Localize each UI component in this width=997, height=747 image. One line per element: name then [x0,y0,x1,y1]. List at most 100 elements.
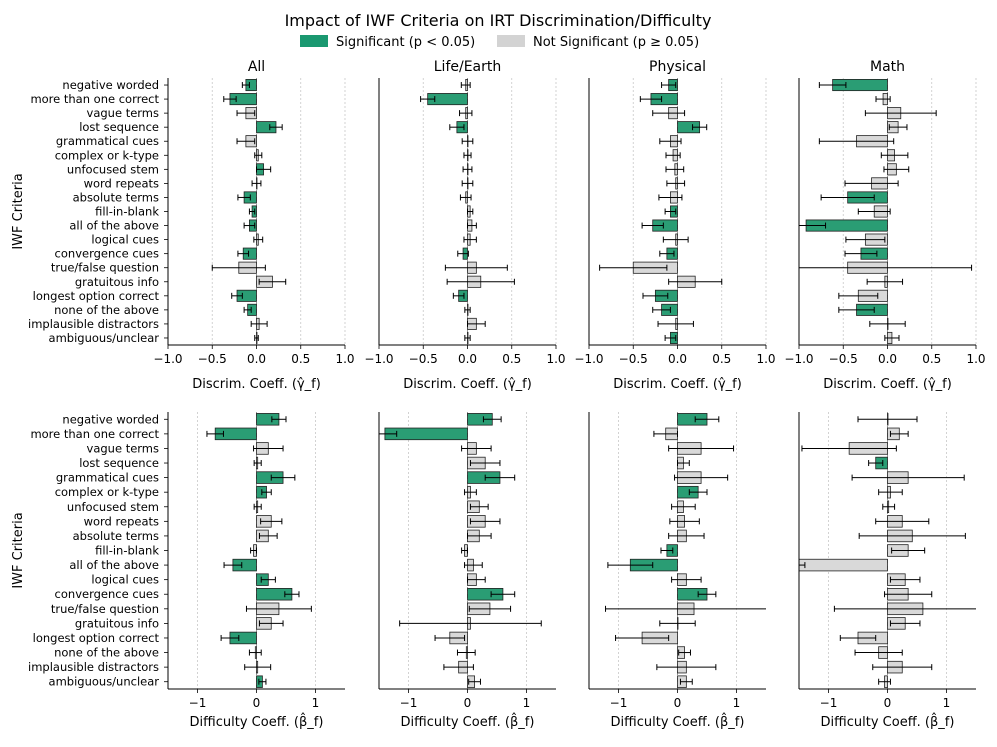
category-label: complex or k-type [55,148,159,162]
category-label: lost sequence [79,120,159,134]
x-tick-label: 1 [312,696,320,710]
category-label: unfocused stem [67,500,159,514]
panel-title: Physical [649,59,706,75]
bars-group [605,413,766,688]
legend-label-not-significant: Not Significant (p ≥ 0.05) [533,35,699,50]
category-label: gratuitous info [75,275,159,289]
x-tick-label: −1.0 [784,352,813,366]
category-label: lost sequence [79,456,159,470]
x-tick-label: 1 [523,696,531,710]
x-tick-label: −1 [400,696,418,710]
x-tick-label: −0.5 [198,352,227,366]
panel-1-2: −1 0 1 Difficulty Coeff. (β̂_f) [588,412,766,730]
category-label: logical cues [91,573,159,587]
x-axis-label: Difficulty Coeff. (β̂_f) [821,713,955,730]
category-label: more than one correct [30,427,159,441]
x-tick-label: 1.0 [546,352,565,366]
category-label: negative worded [62,78,159,92]
category-label: true/false question [51,261,159,275]
x-tick-label: 0.0 [878,352,897,366]
category-label: word repeats [84,514,159,528]
x-tick-label: 0 [464,696,472,710]
x-tick-label: −1.0 [364,352,393,366]
x-tick-label: −1 [820,696,838,710]
x-axis-label: Discrim. Coeff. (γ̂_f) [613,377,742,392]
category-label: convergence cues [55,587,159,601]
x-tick-label: 0 [884,696,892,710]
category-label: grammatical cues [56,471,159,485]
category-label: absolute terms [73,529,159,543]
panel-title: Life/Earth [434,59,502,75]
bars-group [799,79,973,344]
x-tick-label: −1.0 [153,352,182,366]
x-tick-label: 0.0 [458,352,477,366]
category-label: ambiguous/unclear [49,675,160,689]
bar [799,558,888,572]
x-tick-label: −0.5 [829,352,858,366]
legend-swatch-significant [300,35,328,47]
x-tick-label: −1.0 [574,352,603,366]
category-label: ambiguous/unclear [49,331,160,345]
panel-1-3: −1 0 1 Difficulty Coeff. (β̂_f) [798,412,976,730]
category-label: none of the above [54,646,159,660]
x-tick-label: 1.0 [335,352,354,366]
y-axis-label: IWF Criteria [11,512,26,588]
panel-0-0: −1.0 −0.5 0.0 0.5 1.0 Discrim. Coeff. (γ̂_f) A… [153,59,354,392]
x-axis-label: Discrim. Coeff. (γ̂_f) [823,377,952,392]
category-label: all of the above [69,558,159,572]
x-axis-label: Difficulty Coeff. (β̂_f) [611,713,745,730]
category-label: all of the above [69,219,159,233]
x-tick-label: −1 [610,696,628,710]
y-axis-label: IWF Criteria [11,173,26,249]
panel-title: All [248,59,265,75]
x-tick-label: 0.5 [712,352,731,366]
category-label: fill-in-blank [95,544,159,558]
category-label: grammatical cues [56,134,159,148]
x-tick-label: 1.0 [966,352,985,366]
panel-title: Math [870,59,905,75]
x-tick-label: 0 [674,696,682,710]
category-label: gratuitous info [75,616,159,630]
category-label: vague terms [87,441,159,455]
x-axis-label: Discrim. Coeff. (γ̂_f) [192,377,321,392]
x-tick-label: 0 [253,696,261,710]
category-label: complex or k-type [55,485,159,499]
category-label: convergence cues [55,247,159,261]
x-tick-label: 0.0 [247,352,266,366]
category-label: true/false question [51,602,159,616]
x-tick-label: 0.0 [668,352,687,366]
category-label: vague terms [87,106,159,120]
category-label: logical cues [91,233,159,247]
x-tick-label: −0.5 [619,352,648,366]
category-label: fill-in-blank [95,205,159,219]
x-tick-label: 0.5 [502,352,521,366]
panel-1-1: −1 0 1 Difficulty Coeff. (β̂_f) [378,412,556,730]
x-tick-label: 1 [943,696,951,710]
legend-label-significant: Significant (p < 0.05) [336,35,475,50]
panel-0-3: −1.0 −0.5 0.0 0.5 1.0 Discrim. Coeff. (γ̂_f) M… [784,59,985,392]
bar [384,427,468,441]
bars-group [799,413,976,688]
category-label: negative worded [62,412,159,426]
category-label: implausible distractors [28,317,159,331]
bars-group [211,79,287,344]
x-tick-label: 0.5 [922,352,941,366]
category-label: more than one correct [30,92,159,106]
panel-1-0: −1 0 1 Difficulty Coeff. (β̂_f) [167,412,345,730]
x-tick-label: 1.0 [756,352,775,366]
figure-title: Impact of IWF Criteria on IRT Discrimina… [285,11,712,30]
category-label: implausible distractors [28,660,159,674]
panel-0-2: −1.0 −0.5 0.0 0.5 1.0 Discrim. Coeff. (γ̂_f) P… [574,59,775,392]
panel-0-1: −1.0 −0.5 0.0 0.5 1.0 Discrim. Coeff. (γ̂_f) L… [364,59,565,392]
x-axis-label: Difficulty Coeff. (β̂_f) [190,713,324,730]
category-label: none of the above [54,303,159,317]
category-label: longest option correct [33,289,160,303]
x-tick-label: 1 [733,696,741,710]
category-label: absolute terms [73,190,159,204]
bars-group [379,413,542,688]
category-label: longest option correct [33,631,160,645]
x-axis-label: Difficulty Coeff. (β̂_f) [401,713,535,730]
bars-group [206,413,312,688]
